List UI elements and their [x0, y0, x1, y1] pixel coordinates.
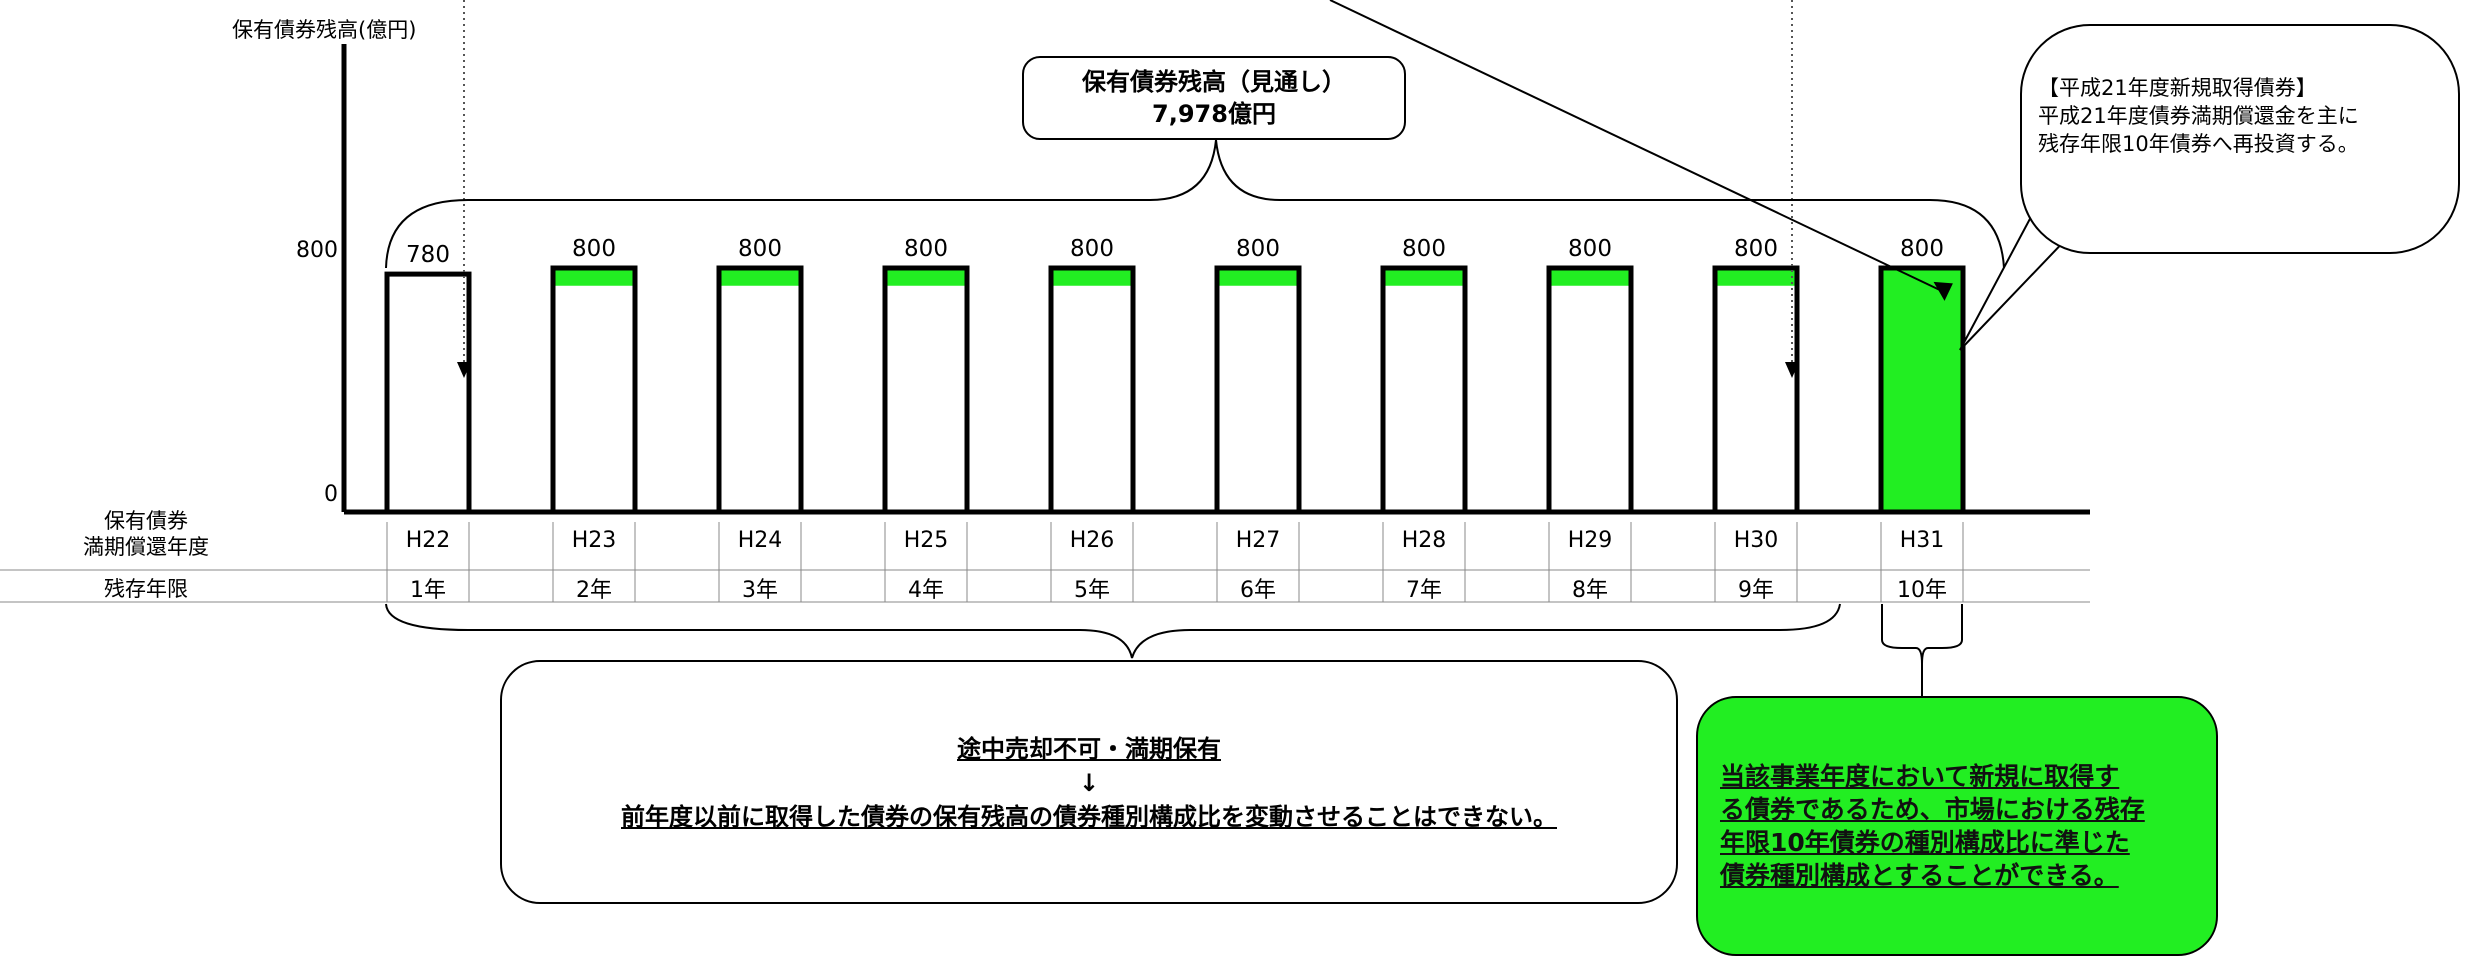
remaining-term-label: 7年 [1406, 578, 1442, 603]
bar-value-label: 800 [1734, 236, 1778, 262]
y-tick-label: 0 [324, 482, 338, 507]
row-header-maturity-line2: 満期償還年度 [83, 535, 209, 559]
total-callout-line1: 保有債券残高（見通し） [1082, 68, 1346, 96]
category-label: H24 [737, 528, 783, 553]
bar [550, 265, 638, 515]
total-balance-callout: 保有債券残高（見通し） 7,978億円 [1022, 56, 1406, 140]
remaining-term-label: 9年 [1738, 578, 1774, 603]
bar-value-label: 800 [1900, 236, 1944, 262]
bar-value-label: 800 [738, 236, 782, 262]
bar [1712, 265, 1800, 515]
hold-callout-arrow: ↓ [1078, 769, 1100, 797]
bar [882, 265, 970, 515]
bar-top-band [555, 270, 633, 286]
hold-callout-line2: 前年度以前に取得した債券の保有残高の債券種別構成比を変動させることはできない。 [621, 803, 1557, 831]
y-tick-label: 800 [296, 238, 338, 263]
new-bonds-line2: 平成21年度債券満期償還金を主に [2038, 104, 2359, 128]
green-callout-line2: る債券であるため、市場における残存 [1720, 795, 2145, 824]
h31-brace [1881, 604, 1963, 665]
remaining-term-label: 5年 [1074, 578, 1110, 603]
hold-to-maturity-callout: 途中売却不可・満期保有 ↓ 前年度以前に取得した債券の保有残高の債券種別構成比を… [500, 660, 1678, 904]
category-label: H22 [405, 528, 451, 553]
bar-value-label: 780 [406, 242, 450, 269]
bar [716, 265, 804, 515]
bar-value-label: 800 [904, 236, 948, 262]
bar-top-band [1385, 270, 1463, 286]
category-label: H30 [1733, 528, 1779, 553]
remaining-term-label: 1年 [410, 578, 446, 603]
new-bonds-line1: 【平成21年度新規取得債券】 [2038, 76, 2317, 100]
bar-value-label: 800 [1568, 236, 1612, 262]
green-callout-line3: 年限10年債券の種別構成比に準じた [1720, 828, 2130, 857]
bar [1380, 265, 1468, 515]
bar [1546, 265, 1634, 515]
new-bonds-callout: 【平成21年度新規取得債券】 平成21年度債券満期償還金を主に 残存年限10年債… [2020, 24, 2460, 254]
category-label: H31 [1899, 528, 1945, 553]
remaining-term-label: 10年 [1897, 578, 1947, 603]
bar [1878, 265, 1966, 515]
remaining-term-label: 8年 [1572, 578, 1608, 603]
diagonal-arrow-head [1933, 281, 1953, 301]
total-callout-line2: 7,978億円 [1152, 100, 1276, 128]
bar-top-band [1717, 270, 1795, 286]
hold-callout-line1: 途中売却不可・満期保有 [957, 735, 1221, 763]
bar-value-label: 800 [1402, 236, 1446, 262]
y-axis-title: 保有債券残高(億円) [232, 18, 417, 42]
row-header-maturity: 保有債券 満期償還年度 [36, 508, 256, 560]
bar [1048, 265, 1136, 515]
bar [384, 271, 472, 515]
row-header-remaining: 残存年限 [104, 577, 188, 601]
category-label: H29 [1567, 528, 1613, 553]
bar-top-band [1551, 270, 1629, 286]
new-bonds-line3: 残存年限10年債券へ再投資する。 [2038, 132, 2359, 156]
top-brace [385, 139, 2005, 269]
bar-top-band [1219, 270, 1297, 286]
green-callout-line4: 債券種別構成とすることができる。 [1720, 861, 2119, 890]
category-label: H25 [903, 528, 949, 553]
dotted-arrow-right-head [1785, 362, 1799, 378]
bar-top-band [721, 270, 799, 286]
bar-top-band [1053, 270, 1131, 286]
remaining-term-label: 3年 [742, 578, 778, 603]
category-label: H23 [571, 528, 617, 553]
new-acquisition-callout: 当該事業年度において新規に取得す る債券であるため、市場における残存 年限10年… [1696, 696, 2218, 956]
green-callout-line1: 当該事業年度において新規に取得す [1720, 762, 2120, 791]
bottom-brace [385, 603, 1841, 659]
remaining-term-label: 6年 [1240, 578, 1276, 603]
row-header-maturity-line1: 保有債券 [104, 509, 188, 533]
bar-value-label: 800 [1070, 236, 1114, 262]
remaining-term-label: 2年 [576, 578, 612, 603]
bar [1214, 265, 1302, 515]
category-label: H26 [1069, 528, 1115, 553]
diagonal-arrow [1329, 0, 1945, 293]
bar-value-label: 800 [1236, 236, 1280, 262]
category-label: H28 [1401, 528, 1447, 553]
bar-top-band [887, 270, 965, 286]
remaining-term-label: 4年 [908, 578, 944, 603]
dotted-arrow-left-head [457, 362, 471, 378]
category-label: H27 [1235, 528, 1281, 553]
bar-value-label: 800 [572, 236, 616, 262]
